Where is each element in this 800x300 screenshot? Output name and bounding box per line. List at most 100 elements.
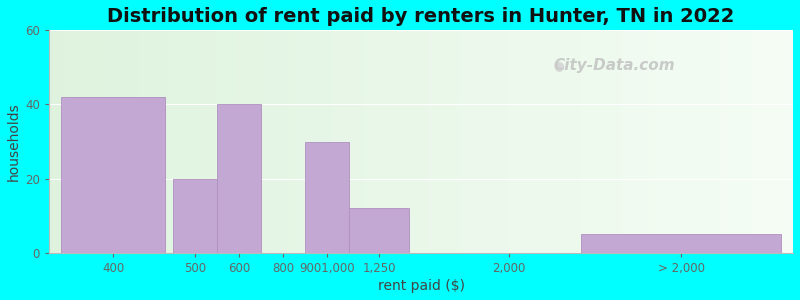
Bar [209,30,213,253]
Bar [217,30,220,253]
Bar [600,30,603,253]
Y-axis label: households: households [7,102,21,181]
Bar [112,30,116,253]
Bar [770,30,774,253]
Bar [570,30,574,253]
Bar [745,30,749,253]
Bar [752,30,756,253]
Bar [558,30,562,253]
Bar [581,30,585,253]
Bar [585,30,589,253]
X-axis label: rent paid ($): rent paid ($) [378,279,465,293]
Bar [682,30,685,253]
Bar [194,30,198,253]
Bar [384,30,387,253]
Bar [421,30,425,253]
Bar [774,30,778,253]
Bar [321,30,324,253]
Bar [261,30,265,253]
Bar [64,30,68,253]
Bar [78,30,82,253]
Bar [510,30,514,253]
Bar [366,30,369,253]
Bar [574,30,578,253]
Bar [726,30,730,253]
Bar [704,30,707,253]
Bar [224,30,227,253]
Bar [105,30,109,253]
Bar [235,30,238,253]
Bar [131,30,134,253]
Bar [578,30,581,253]
Bar [49,30,53,253]
Bar [470,30,473,253]
Bar [432,30,436,253]
Bar [718,30,722,253]
Bar [109,30,112,253]
Bar [391,30,395,253]
Bar [276,30,280,253]
Bar [217,104,261,253]
Bar [101,30,105,253]
Bar [544,30,547,253]
Bar [346,30,350,253]
Bar [454,30,458,253]
Bar [380,30,384,253]
Bar [536,30,540,253]
Bar [674,30,678,253]
Bar [484,30,488,253]
Bar [518,30,522,253]
Bar [291,30,294,253]
Bar [670,30,674,253]
Bar [581,234,781,253]
Bar [402,30,406,253]
Bar [589,30,592,253]
Bar [659,30,663,253]
Bar [749,30,752,253]
Text: ●: ● [554,59,564,72]
Bar [116,30,120,253]
Bar [678,30,682,253]
Bar [443,30,447,253]
Text: City-Data.com: City-Data.com [554,58,675,74]
Bar [734,30,738,253]
Bar [306,30,310,253]
Bar [202,30,206,253]
Bar [238,30,242,253]
Bar [540,30,544,253]
Bar [637,30,641,253]
Bar [759,30,763,253]
Bar [477,30,481,253]
Bar [164,30,168,253]
Bar [696,30,700,253]
Bar [522,30,526,253]
Bar [614,30,618,253]
Bar [466,30,470,253]
Bar [644,30,648,253]
Bar [302,30,306,253]
Bar [138,30,142,253]
Bar [213,30,217,253]
Bar [127,30,131,253]
Bar [592,30,596,253]
Bar [610,30,614,253]
Bar [349,208,409,253]
Bar [551,30,555,253]
Bar [607,30,610,253]
Bar [741,30,745,253]
Bar [473,30,477,253]
Bar [231,30,235,253]
Bar [272,30,276,253]
Bar [179,30,183,253]
Bar [395,30,398,253]
Bar [488,30,492,253]
Bar [186,30,190,253]
Bar [562,30,566,253]
Bar [663,30,666,253]
Bar [82,30,86,253]
Bar [190,30,194,253]
Bar [786,30,790,253]
Bar [630,30,633,253]
Bar [242,30,246,253]
Bar [71,30,75,253]
